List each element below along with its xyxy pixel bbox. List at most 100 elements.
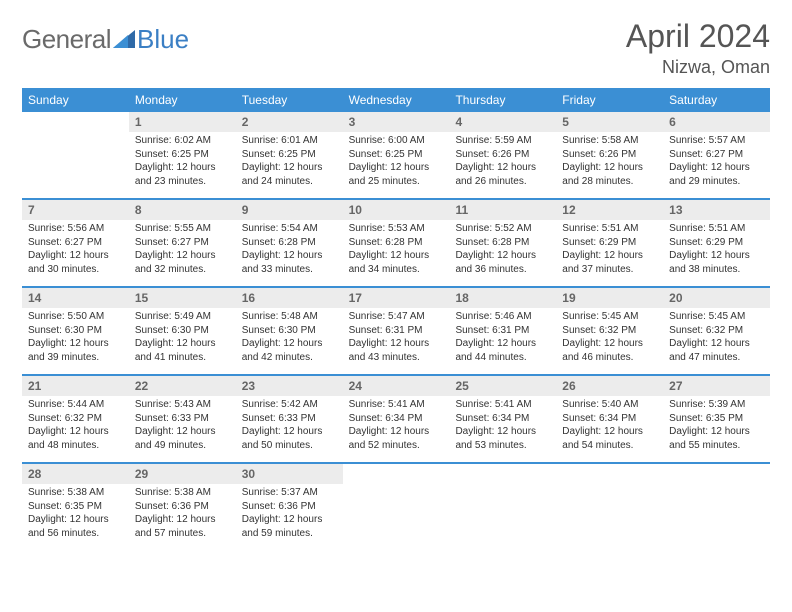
- logo-text-1: General: [22, 24, 111, 55]
- day-number: 5: [556, 112, 663, 132]
- day-detail-line: Daylight: 12 hours and 26 minutes.: [455, 161, 550, 188]
- day-detail-line: Sunset: 6:25 PM: [135, 148, 230, 162]
- day-number: 3: [343, 112, 450, 132]
- day-detail-line: Sunrise: 5:38 AM: [135, 486, 230, 500]
- day-detail-line: Sunrise: 5:37 AM: [242, 486, 337, 500]
- day-cell: 1Sunrise: 6:02 AMSunset: 6:25 PMDaylight…: [129, 112, 236, 198]
- day-detail-line: Sunset: 6:32 PM: [562, 324, 657, 338]
- day-cell: 10Sunrise: 5:53 AMSunset: 6:28 PMDayligh…: [343, 200, 450, 286]
- day-details: Sunrise: 5:48 AMSunset: 6:30 PMDaylight:…: [236, 308, 343, 368]
- day-details: Sunrise: 5:38 AMSunset: 6:36 PMDaylight:…: [129, 484, 236, 544]
- day-details: Sunrise: 5:52 AMSunset: 6:28 PMDaylight:…: [449, 220, 556, 280]
- day-number: 19: [556, 288, 663, 308]
- day-number: 7: [22, 200, 129, 220]
- day-detail-line: Sunrise: 5:44 AM: [28, 398, 123, 412]
- day-details: Sunrise: 6:00 AMSunset: 6:25 PMDaylight:…: [343, 132, 450, 192]
- day-details: Sunrise: 5:40 AMSunset: 6:34 PMDaylight:…: [556, 396, 663, 456]
- day-number: 10: [343, 200, 450, 220]
- day-cell: 26Sunrise: 5:40 AMSunset: 6:34 PMDayligh…: [556, 376, 663, 462]
- day-detail-line: Daylight: 12 hours and 46 minutes.: [562, 337, 657, 364]
- day-detail-line: Sunrise: 6:00 AM: [349, 134, 444, 148]
- day-cell: 27Sunrise: 5:39 AMSunset: 6:35 PMDayligh…: [663, 376, 770, 462]
- day-number: 30: [236, 464, 343, 484]
- day-details: Sunrise: 5:53 AMSunset: 6:28 PMDaylight:…: [343, 220, 450, 280]
- day-details: Sunrise: 5:45 AMSunset: 6:32 PMDaylight:…: [556, 308, 663, 368]
- logo-triangle-icon: [113, 30, 135, 53]
- day-detail-line: Daylight: 12 hours and 39 minutes.: [28, 337, 123, 364]
- day-detail-line: Sunrise: 5:53 AM: [349, 222, 444, 236]
- logo-text-2: Blue: [137, 24, 189, 55]
- day-detail-line: Daylight: 12 hours and 29 minutes.: [669, 161, 764, 188]
- day-detail-line: Daylight: 12 hours and 55 minutes.: [669, 425, 764, 452]
- day-number: 9: [236, 200, 343, 220]
- day-detail-line: Daylight: 12 hours and 24 minutes.: [242, 161, 337, 188]
- day-number: 1: [129, 112, 236, 132]
- day-cell: 28Sunrise: 5:38 AMSunset: 6:35 PMDayligh…: [22, 464, 129, 550]
- day-details: Sunrise: 5:55 AMSunset: 6:27 PMDaylight:…: [129, 220, 236, 280]
- day-details: Sunrise: 5:57 AMSunset: 6:27 PMDaylight:…: [663, 132, 770, 192]
- week-row: 28Sunrise: 5:38 AMSunset: 6:35 PMDayligh…: [22, 462, 770, 550]
- day-details: Sunrise: 5:59 AMSunset: 6:26 PMDaylight:…: [449, 132, 556, 192]
- day-detail-line: Sunset: 6:27 PM: [28, 236, 123, 250]
- day-detail-line: Sunrise: 5:55 AM: [135, 222, 230, 236]
- day-number: 8: [129, 200, 236, 220]
- location: Nizwa, Oman: [626, 57, 770, 78]
- day-detail-line: Daylight: 12 hours and 53 minutes.: [455, 425, 550, 452]
- day-detail-line: Sunrise: 5:51 AM: [669, 222, 764, 236]
- day-detail-line: Daylight: 12 hours and 49 minutes.: [135, 425, 230, 452]
- day-cell: ..: [449, 464, 556, 550]
- day-detail-line: Sunrise: 5:41 AM: [349, 398, 444, 412]
- day-header-row: Sunday Monday Tuesday Wednesday Thursday…: [22, 88, 770, 112]
- day-detail-line: Sunrise: 6:01 AM: [242, 134, 337, 148]
- day-cell: ..: [22, 112, 129, 198]
- day-cell: 15Sunrise: 5:49 AMSunset: 6:30 PMDayligh…: [129, 288, 236, 374]
- day-detail-line: Sunrise: 6:02 AM: [135, 134, 230, 148]
- day-detail-line: Daylight: 12 hours and 38 minutes.: [669, 249, 764, 276]
- day-detail-line: Daylight: 12 hours and 57 minutes.: [135, 513, 230, 540]
- day-number: 21: [22, 376, 129, 396]
- day-cell: 30Sunrise: 5:37 AMSunset: 6:36 PMDayligh…: [236, 464, 343, 550]
- day-detail-line: Sunset: 6:31 PM: [349, 324, 444, 338]
- day-detail-line: Sunset: 6:25 PM: [242, 148, 337, 162]
- day-detail-line: Sunrise: 5:38 AM: [28, 486, 123, 500]
- day-cell: 5Sunrise: 5:58 AMSunset: 6:26 PMDaylight…: [556, 112, 663, 198]
- calendar: Sunday Monday Tuesday Wednesday Thursday…: [22, 88, 770, 550]
- day-detail-line: Sunset: 6:35 PM: [28, 500, 123, 514]
- day-number: 13: [663, 200, 770, 220]
- day-details: Sunrise: 5:50 AMSunset: 6:30 PMDaylight:…: [22, 308, 129, 368]
- title-block: April 2024 Nizwa, Oman: [626, 18, 770, 78]
- day-detail-line: Sunrise: 5:54 AM: [242, 222, 337, 236]
- month-title: April 2024: [626, 18, 770, 55]
- day-detail-line: Sunset: 6:28 PM: [242, 236, 337, 250]
- day-detail-line: Sunrise: 5:56 AM: [28, 222, 123, 236]
- day-detail-line: Sunset: 6:30 PM: [242, 324, 337, 338]
- day-header: Thursday: [449, 88, 556, 112]
- day-details: Sunrise: 5:41 AMSunset: 6:34 PMDaylight:…: [343, 396, 450, 456]
- day-detail-line: Daylight: 12 hours and 52 minutes.: [349, 425, 444, 452]
- day-detail-line: Sunrise: 5:42 AM: [242, 398, 337, 412]
- day-detail-line: Daylight: 12 hours and 32 minutes.: [135, 249, 230, 276]
- day-detail-line: Sunset: 6:27 PM: [669, 148, 764, 162]
- day-number: 18: [449, 288, 556, 308]
- day-details: Sunrise: 6:01 AMSunset: 6:25 PMDaylight:…: [236, 132, 343, 192]
- day-detail-line: Sunrise: 5:41 AM: [455, 398, 550, 412]
- day-details: Sunrise: 5:54 AMSunset: 6:28 PMDaylight:…: [236, 220, 343, 280]
- day-details: Sunrise: 5:51 AMSunset: 6:29 PMDaylight:…: [556, 220, 663, 280]
- day-detail-line: Sunrise: 5:47 AM: [349, 310, 444, 324]
- day-detail-line: Sunset: 6:29 PM: [669, 236, 764, 250]
- day-details: Sunrise: 5:49 AMSunset: 6:30 PMDaylight:…: [129, 308, 236, 368]
- day-detail-line: Sunrise: 5:57 AM: [669, 134, 764, 148]
- day-details: Sunrise: 5:37 AMSunset: 6:36 PMDaylight:…: [236, 484, 343, 544]
- day-details: Sunrise: 5:58 AMSunset: 6:26 PMDaylight:…: [556, 132, 663, 192]
- logo: General Blue: [22, 24, 189, 55]
- day-cell: 4Sunrise: 5:59 AMSunset: 6:26 PMDaylight…: [449, 112, 556, 198]
- day-number: 25: [449, 376, 556, 396]
- day-detail-line: Sunset: 6:36 PM: [135, 500, 230, 514]
- day-detail-line: Sunset: 6:36 PM: [242, 500, 337, 514]
- day-number: 15: [129, 288, 236, 308]
- day-cell: 11Sunrise: 5:52 AMSunset: 6:28 PMDayligh…: [449, 200, 556, 286]
- day-number: 6: [663, 112, 770, 132]
- day-detail-line: Sunrise: 5:45 AM: [669, 310, 764, 324]
- day-detail-line: Sunset: 6:32 PM: [28, 412, 123, 426]
- day-header: Tuesday: [236, 88, 343, 112]
